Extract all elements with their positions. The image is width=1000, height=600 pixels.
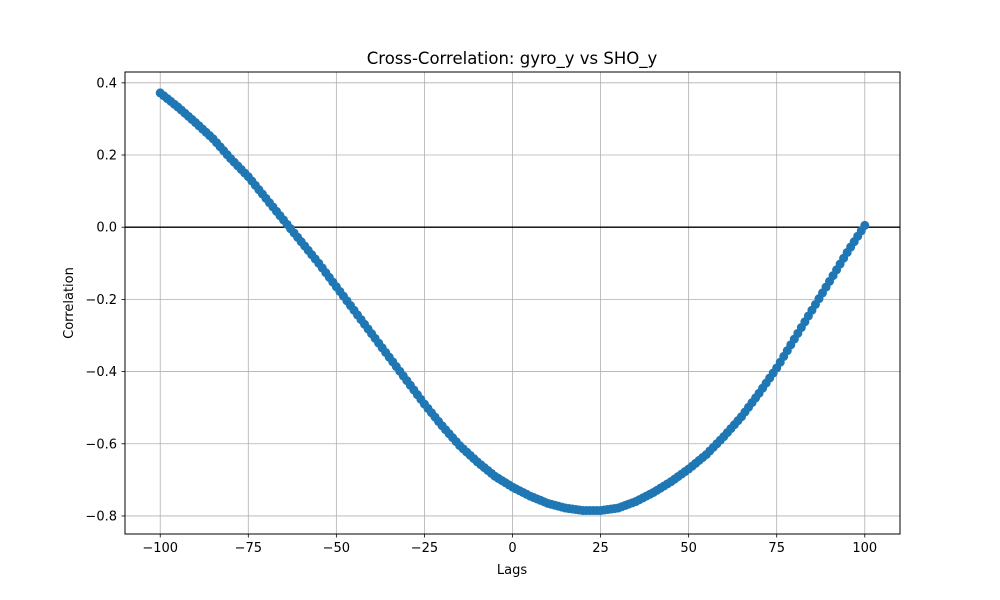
y-axis-label: Correlation — [62, 267, 77, 339]
chart-title: Cross-Correlation: gyro_y vs SHO_y — [367, 49, 658, 69]
data-point — [860, 220, 870, 230]
x-tick-label: 50 — [680, 541, 697, 556]
x-tick-label: −25 — [411, 541, 438, 556]
y-tick-label: 0.4 — [96, 76, 117, 91]
y-tick-label: −0.2 — [85, 293, 117, 308]
x-tick-label: 100 — [852, 541, 877, 556]
x-tick-label: 0 — [508, 541, 516, 556]
x-tick-label: 75 — [768, 541, 785, 556]
y-tick-label: −0.6 — [85, 437, 117, 452]
data-points — [155, 88, 870, 516]
y-tick-label: −0.4 — [85, 365, 117, 380]
x-tick-label: 25 — [592, 541, 609, 556]
x-tick-label: −100 — [142, 541, 178, 556]
x-axis-label: Lags — [497, 563, 527, 578]
y-axis-ticks: −0.8 −0.6 −0.4 −0.2 0.0 0.2 0.4 — [85, 76, 125, 524]
x-tick-label: −50 — [323, 541, 350, 556]
x-tick-label: −75 — [235, 541, 262, 556]
y-tick-label: 0.0 — [96, 221, 117, 236]
y-tick-label: 0.2 — [96, 149, 117, 164]
y-tick-label: −0.8 — [85, 509, 117, 524]
x-axis-ticks: −100 −75 −50 −25 0 25 50 75 100 — [142, 534, 877, 556]
